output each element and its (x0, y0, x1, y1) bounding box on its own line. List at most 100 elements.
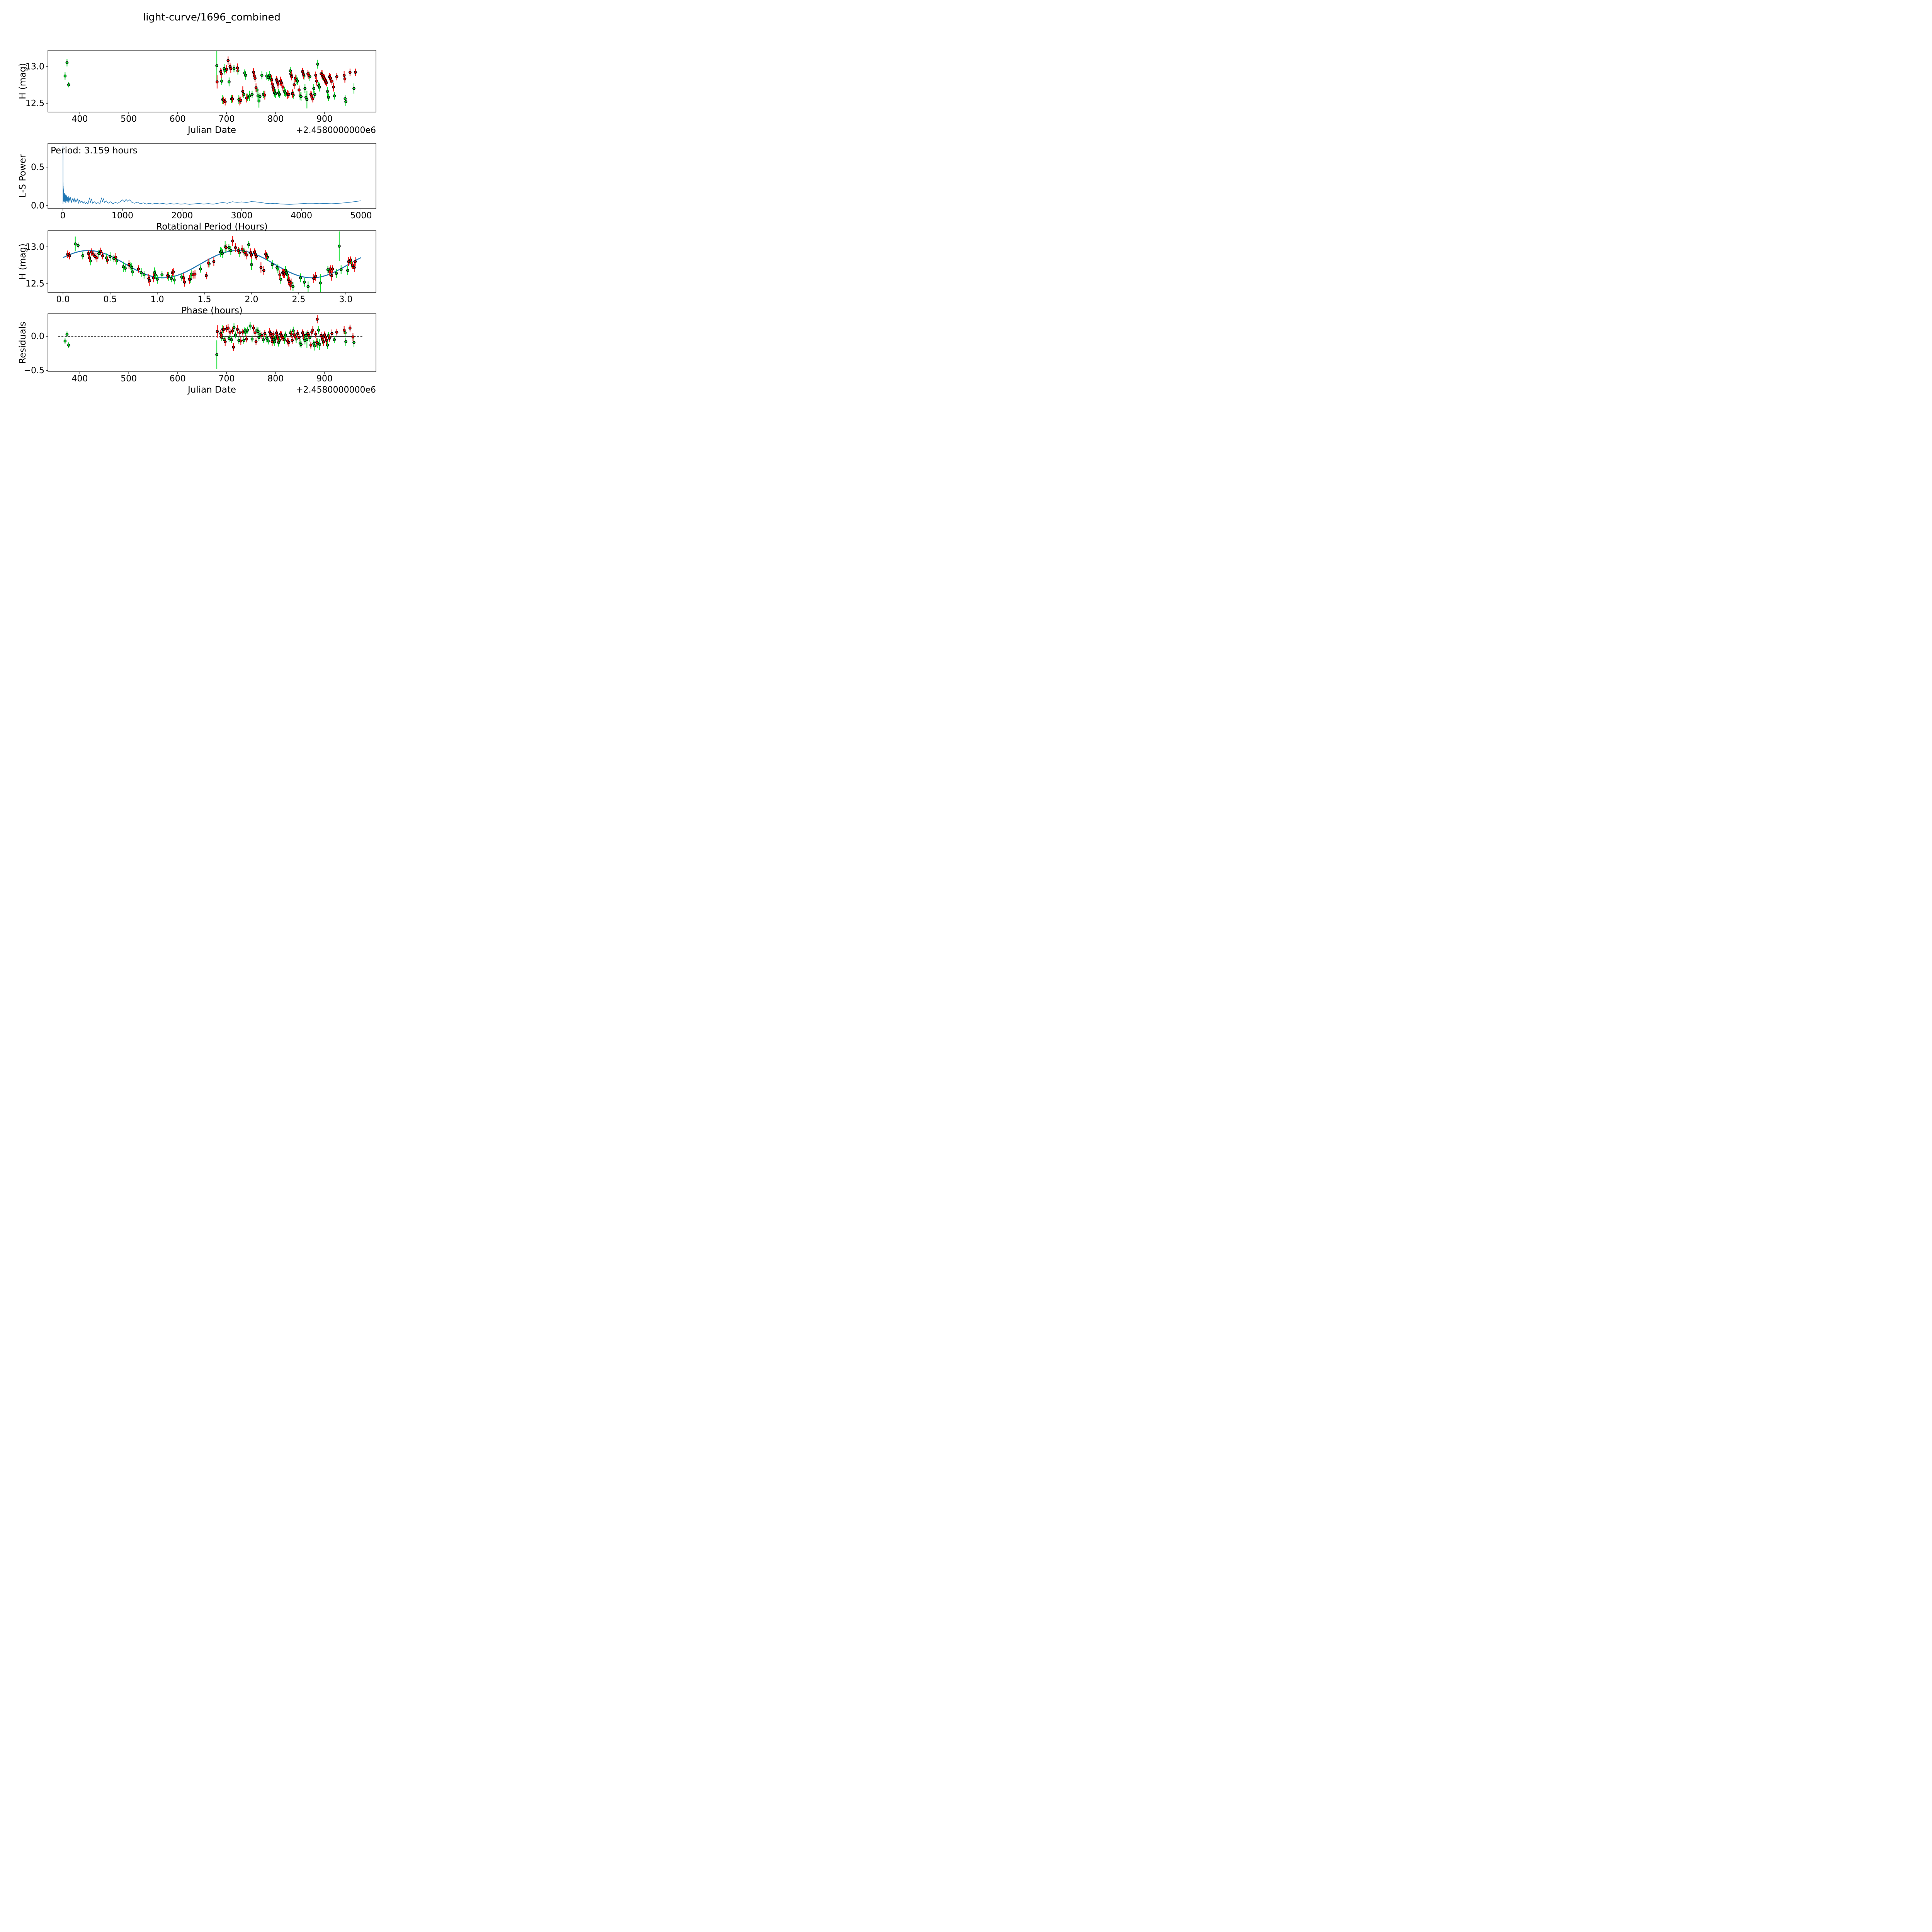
data-point (219, 72, 223, 75)
data-point (276, 267, 280, 270)
data-point (281, 85, 285, 89)
green-errorbars (65, 51, 354, 109)
data-point (306, 285, 310, 288)
data-point (232, 326, 236, 329)
data-point (73, 242, 77, 246)
data-point (250, 253, 253, 257)
data-point (284, 333, 287, 337)
x-tick-label: 2.0 (245, 295, 258, 304)
data-point (265, 254, 268, 257)
data-point (278, 273, 282, 277)
data-point (247, 243, 250, 247)
x-tick-label: 900 (316, 114, 333, 124)
data-point (291, 285, 295, 288)
data-point (331, 267, 334, 270)
data-point (232, 67, 236, 70)
data-point (353, 266, 356, 269)
data-point (241, 330, 245, 334)
y-tick-label: 0.5 (31, 163, 44, 172)
data-point (68, 254, 71, 257)
data-point (232, 345, 235, 349)
data-point (215, 80, 219, 83)
data-point (152, 276, 155, 279)
data-point (170, 277, 173, 280)
figure: light-curve/1696_combined 400 500 600 700 80… (0, 0, 417, 417)
data-point (325, 81, 328, 84)
data-point (130, 266, 133, 269)
data-point (124, 267, 127, 270)
data-point (243, 251, 247, 254)
x-axis-offset-label: +2.4580000000e6 (296, 385, 376, 395)
data-point (314, 275, 317, 278)
data-point (234, 333, 237, 337)
data-point (280, 334, 283, 337)
data-point (272, 333, 275, 336)
data-point (325, 338, 328, 342)
data-point (316, 63, 320, 66)
data-point (335, 272, 338, 275)
data-point (270, 340, 274, 344)
x-tick-label: 600 (170, 114, 186, 124)
data-point (228, 80, 231, 83)
data-point (351, 335, 355, 338)
data-point (354, 71, 357, 74)
data-point (348, 327, 352, 330)
x-axis-label: Julian Date (187, 125, 236, 135)
x-tick-label: 0.5 (104, 295, 117, 304)
data-point (327, 96, 330, 99)
data-point (335, 75, 338, 78)
data-point (262, 338, 265, 341)
data-point (293, 83, 296, 87)
data-point (248, 324, 252, 328)
data-point (63, 74, 67, 78)
data-point (328, 337, 331, 340)
data-point (65, 61, 69, 65)
data-point (223, 100, 227, 104)
data-point (290, 75, 293, 78)
data-point (287, 280, 291, 283)
data-point (304, 334, 308, 337)
data-point (294, 77, 297, 80)
data-point (228, 330, 232, 334)
data-point (326, 268, 330, 271)
data-point (230, 338, 233, 341)
y-tick-label: 12.5 (26, 279, 44, 289)
data-point (310, 94, 313, 97)
data-point (296, 80, 299, 83)
data-point (239, 339, 243, 343)
red-markers (66, 239, 357, 287)
data-point (148, 279, 151, 282)
figure-title: light-curve/1696_combined (143, 12, 281, 23)
data-point (296, 332, 299, 335)
y-tick-label: 13.0 (26, 62, 44, 71)
data-point (77, 244, 80, 247)
data-point (294, 335, 297, 338)
data-point (320, 336, 324, 339)
plot-canvas: 400 500 600 700 800 900 12.5 13.0 Julian Date +2.… (18, 50, 376, 395)
data-point (344, 340, 347, 344)
data-point (101, 254, 104, 257)
x-tick-label: 700 (219, 374, 235, 384)
data-point (339, 268, 343, 271)
data-point (284, 91, 287, 95)
data-point (224, 246, 228, 249)
x-axis-label: Julian Date (187, 385, 236, 395)
axes-frame (48, 143, 376, 209)
x-tick-label: 0 (60, 211, 66, 221)
data-point (231, 239, 235, 243)
x-tick-label: 2.5 (292, 295, 305, 304)
data-point (226, 327, 230, 330)
data-point (343, 77, 347, 81)
data-point (127, 263, 131, 266)
data-point (352, 341, 355, 344)
data-point (305, 98, 309, 101)
data-point (272, 86, 275, 89)
data-point (246, 328, 249, 332)
data-point (267, 339, 270, 343)
data-point (318, 343, 321, 346)
data-point (259, 266, 263, 269)
data-point (263, 94, 267, 97)
data-point (263, 332, 267, 335)
data-point (344, 100, 347, 104)
data-point (289, 69, 292, 73)
